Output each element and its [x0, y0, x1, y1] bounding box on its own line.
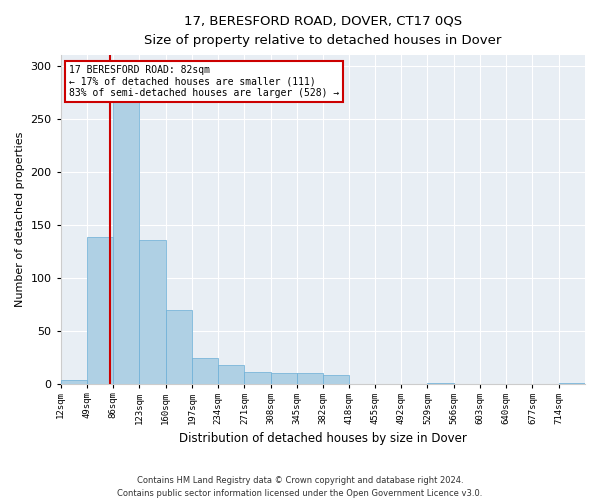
Text: Contains HM Land Registry data © Crown copyright and database right 2024.
Contai: Contains HM Land Registry data © Crown c…	[118, 476, 482, 498]
Bar	[166, 310, 192, 384]
X-axis label: Distribution of detached houses by size in Dover: Distribution of detached houses by size …	[179, 432, 467, 445]
Bar	[244, 372, 271, 384]
Bar	[139, 240, 166, 384]
Bar	[192, 358, 218, 384]
Y-axis label: Number of detached properties: Number of detached properties	[15, 132, 25, 308]
Bar	[297, 373, 323, 384]
Bar	[61, 380, 87, 384]
Bar	[271, 373, 297, 384]
Bar	[323, 375, 349, 384]
Bar	[87, 237, 113, 384]
Bar	[113, 76, 139, 384]
Text: 17 BERESFORD ROAD: 82sqm
← 17% of detached houses are smaller (111)
83% of semi-: 17 BERESFORD ROAD: 82sqm ← 17% of detach…	[68, 65, 339, 98]
Title: 17, BERESFORD ROAD, DOVER, CT17 0QS
Size of property relative to detached houses: 17, BERESFORD ROAD, DOVER, CT17 0QS Size…	[144, 15, 502, 47]
Bar	[218, 366, 244, 384]
